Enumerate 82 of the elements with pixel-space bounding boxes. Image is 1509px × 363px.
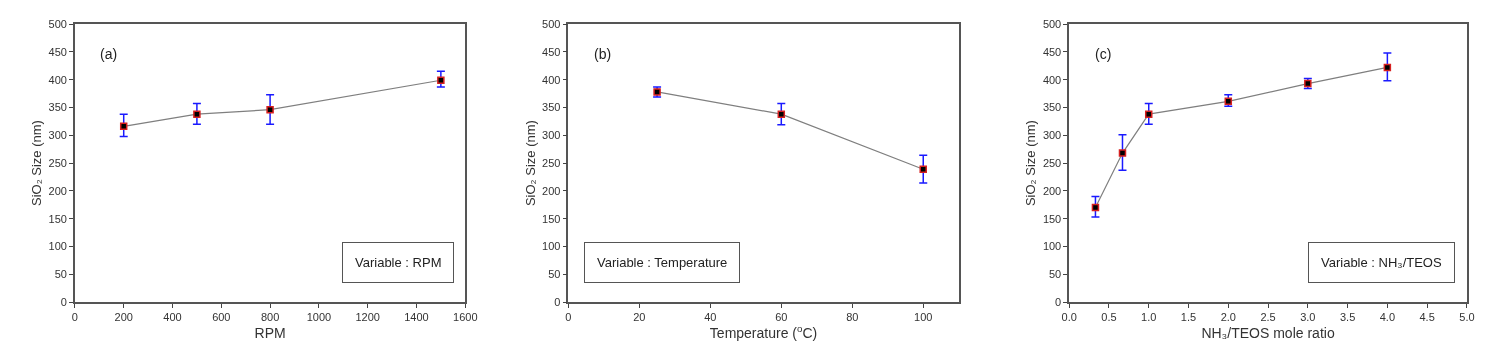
y-tick-label: 50 [54,268,67,281]
point [919,165,927,173]
x-tick-label: 1400 [404,311,429,324]
y-tick-label: 500 [48,17,67,30]
y-tick-label: 250 [48,156,67,169]
x-tick-label: 1.5 [1180,311,1197,324]
x-tick-label: 2.5 [1260,311,1276,324]
y-tick-label: 150 [1042,212,1062,225]
y-tick-label: 250 [1042,156,1062,169]
x-tick-label: 1000 [306,311,332,324]
x-tick-label: 200 [114,311,133,324]
x-tick-label: 3.5 [1339,311,1356,324]
y-tick-label: 50 [548,268,561,281]
y-tick-label: 250 [542,156,561,169]
x-tick-label: 800 [260,311,280,324]
y-tick-label: 400 [48,73,67,86]
y-tick-label: 300 [48,129,67,142]
x-tick-label: 20 [633,311,646,324]
x-axis-title: RPM [254,324,286,341]
annotation: (b) [594,46,612,62]
y-tick-label: 400 [1042,73,1062,86]
point [266,105,274,114]
x-tick-label: 0.0 [1061,311,1077,324]
y-tick-label: 100 [48,240,67,253]
x-tick-label: 60 [775,311,788,324]
y-tick-label: 150 [542,212,561,225]
y-tick-label: 450 [1042,45,1062,58]
annotation: (a) [100,46,118,62]
point [1091,203,1100,212]
annotation: Variable : Temperature [597,255,728,270]
point [777,110,786,118]
y-tick-label: 200 [542,184,561,197]
point [1383,63,1392,72]
y-tick-label: 450 [48,45,67,58]
y-tick-label: 100 [1042,240,1062,253]
x-tick-label: 0 [565,311,572,324]
y-tick-label: 350 [48,101,67,114]
x-tick-label: 40 [704,311,717,324]
y-tick-label: 400 [542,73,561,86]
y-tick-label: 300 [542,129,561,142]
y-tick-label: 0 [60,295,67,308]
point [437,76,445,84]
y-axis-title: SiO₂ Size (nm) [522,120,538,207]
annotation: Variable : RPM [355,255,442,270]
x-axis-title: Temperature ($^{o}$C) [709,323,818,341]
y-tick-label: 300 [1042,129,1062,142]
x-tick-label: 4.0 [1379,311,1396,324]
y-tick-label: 450 [542,45,561,58]
point [1224,97,1233,106]
y-tick-label: 350 [1042,101,1062,114]
x-tick-label: 5.0 [1459,311,1475,324]
y-axis-title: SiO₂ Size (nm) [1023,120,1039,207]
x-tick-label: 100 [914,311,933,324]
y-tick-label: 0 [1055,295,1062,308]
y-tick-label: 500 [542,17,561,30]
x-tick-label: 80 [846,311,859,324]
annotation: (c) [1095,46,1112,62]
y-tick-label: 100 [542,240,561,253]
y-tick-label: 50 [1048,268,1062,281]
annotation: Variable : NH₃/TEOS [1321,255,1442,270]
y-axis-title: SiO₂ Size (nm) [29,120,45,207]
x-tick-label: 4.5 [1419,311,1435,324]
x-tick-label: 1.0 [1141,311,1157,324]
x-tick-label: 0 [71,311,78,324]
point [1144,110,1153,118]
x-tick-label: 3.0 [1300,311,1316,324]
x-tick-label: 1600 [453,311,478,324]
point [1118,149,1127,157]
x-axis-title: NH₃/TEOS mole ratio [1201,324,1335,341]
point [193,110,201,118]
x-tick-label: 600 [212,311,231,324]
y-tick-label: 200 [48,184,67,197]
y-tick-label: 350 [542,101,561,114]
point [119,122,128,131]
x-tick-label: 2.0 [1220,311,1236,324]
x-tick-label: 0.5 [1101,311,1117,324]
y-tick-label: 500 [1042,17,1062,30]
y-tick-label: 150 [48,212,67,225]
y-tick-label: 200 [1042,184,1062,197]
x-tick-label: 400 [163,311,182,324]
y-tick-label: 0 [554,295,561,308]
x-tick-label: 1200 [355,311,380,324]
